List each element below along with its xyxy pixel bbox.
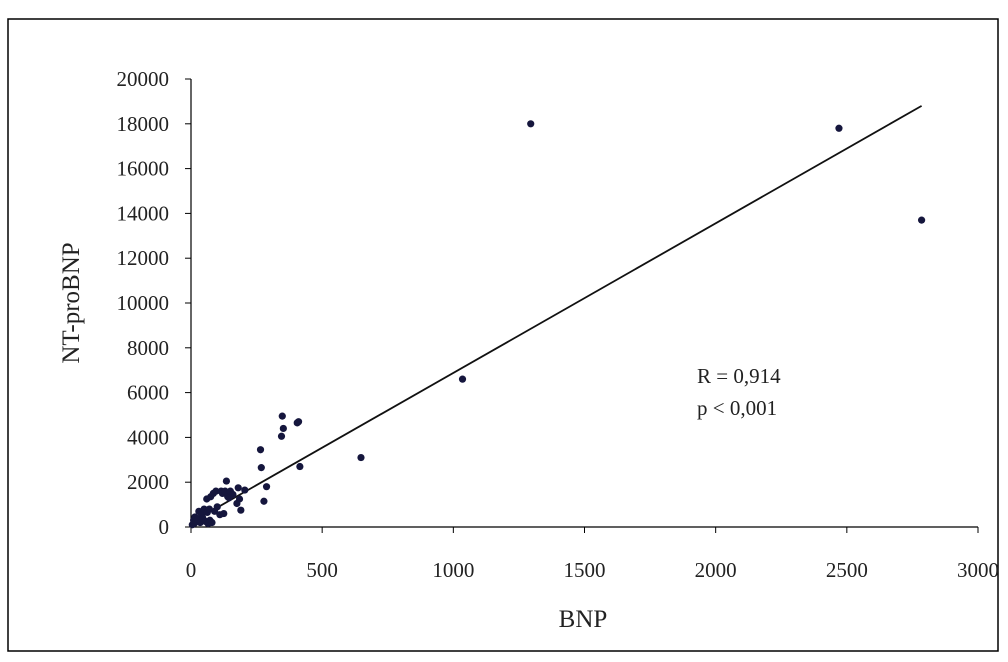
data-point [296,462,304,471]
x-axis-title: BNP [559,606,608,633]
data-point [256,446,265,454]
data-point [917,216,926,224]
ticks: 0 500 1000 1500 2000 2500 3000 0 2000 4000 6000 800… [117,67,1000,582]
x-tick-label: 2000 [695,558,737,582]
data-point [277,432,286,440]
data-point [213,503,221,511]
y-tick-label: 16000 [117,157,170,181]
data-point [279,424,287,433]
trendline [190,105,923,524]
data-point [458,375,467,383]
x-tick-label: 1000 [432,558,474,582]
y-tick-label: 18000 [117,112,170,136]
data-point [221,487,229,495]
x-tick-label: 2500 [826,558,868,582]
data-point [262,483,271,491]
data-point [208,518,216,527]
x-tick-label: 3000 [957,558,999,582]
y-tick-label: 14000 [117,201,170,225]
y-tick-label: 6000 [127,381,169,405]
r-annotation: R = 0,914 [697,364,781,388]
data-point [527,120,535,128]
data-point [229,490,237,499]
x-tick-label: 0 [186,558,197,582]
chart-border [7,18,999,652]
data-point [260,497,268,505]
y-tick-label: 12000 [117,246,170,270]
data-point [220,509,228,518]
x-tick-label: 1500 [564,558,606,582]
data-point [835,124,843,132]
data-point [237,506,245,514]
data-point [222,477,231,485]
data-point [241,486,249,494]
x-tick-label: 500 [306,558,338,582]
points-group [188,120,926,529]
y-axis-title: NT-proBNP [58,242,85,363]
data-point [234,484,242,492]
y-tick-label: 0 [159,515,170,539]
data-point [294,418,303,426]
p-annotation: p < 0,001 [697,396,777,420]
data-point [357,453,365,462]
trendline-group [190,105,923,524]
y-tick-label: 20000 [117,67,170,91]
data-point [257,464,265,472]
y-tick-label: 4000 [127,425,169,449]
y-tick-label: 8000 [127,336,169,360]
data-point [212,487,220,495]
y-tick-label: 2000 [127,470,169,494]
y-tick-label: 10000 [117,291,170,315]
data-point [278,412,286,420]
data-point [235,495,244,503]
